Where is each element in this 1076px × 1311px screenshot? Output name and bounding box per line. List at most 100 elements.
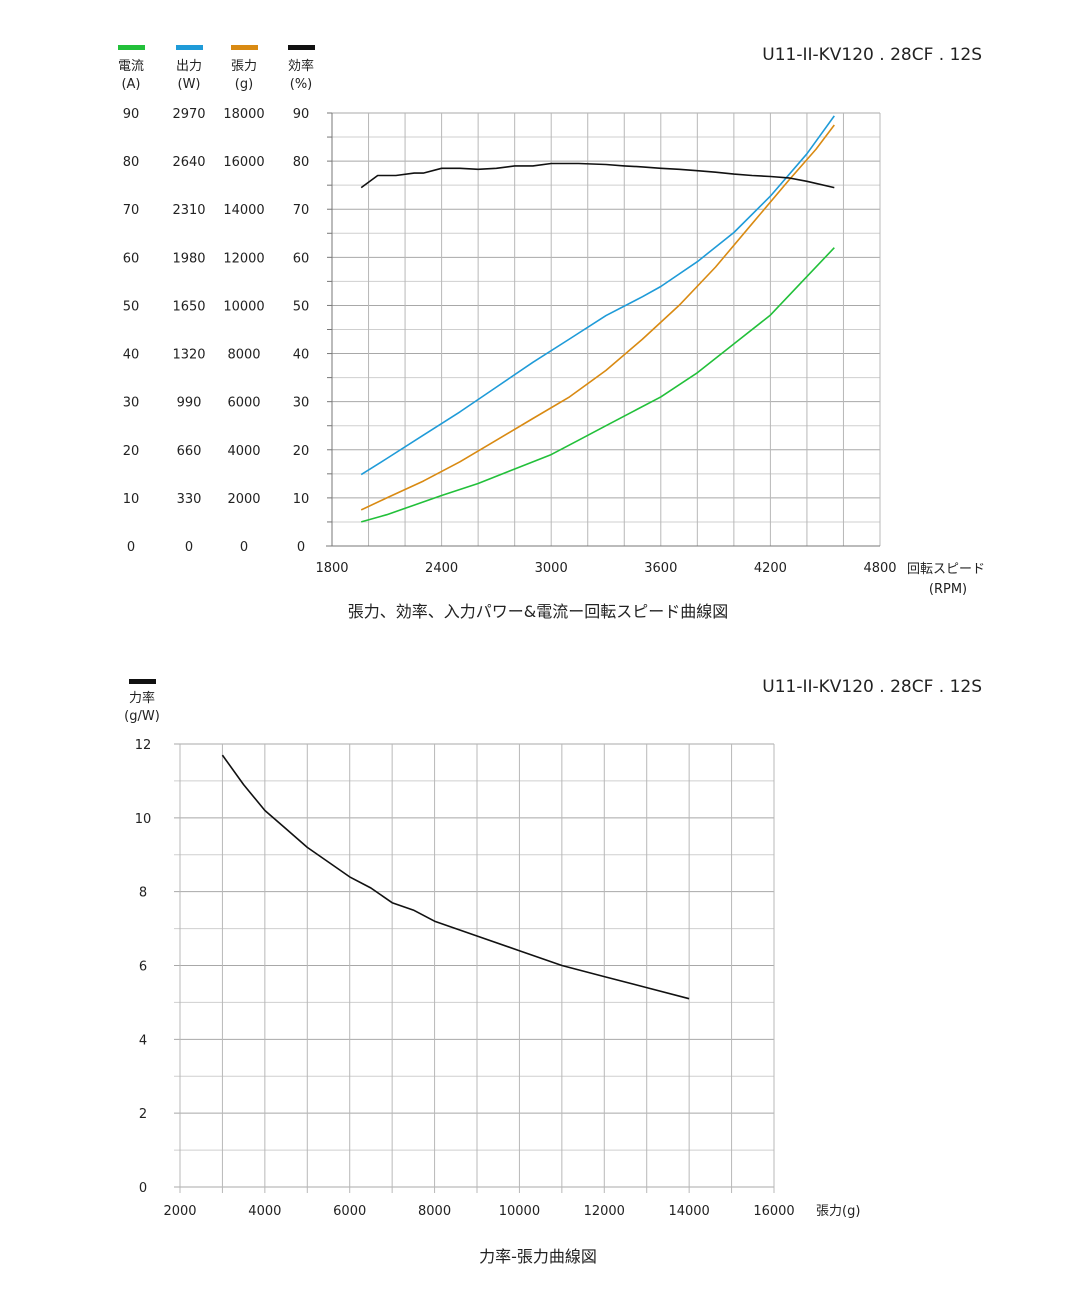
- chart2-title: 力率-張力曲線図: [479, 1247, 597, 1266]
- chart1-legend-name-thrust: 張力: [231, 59, 257, 74]
- chart1-legend-name-efficiency: 効率: [288, 58, 314, 74]
- chart2-x-tick-label: 6000: [333, 1204, 366, 1219]
- chart1-y-tick-label: 990: [177, 396, 202, 411]
- chart1-y-tick-label: 330: [177, 492, 202, 507]
- chart1-legend-name-power: 出力: [176, 59, 202, 74]
- chart1-y-tick-label: 12000: [223, 251, 264, 266]
- chart1-x-tick-label: 1800: [315, 561, 348, 576]
- chart1-y-tick-label: 2970: [172, 107, 205, 122]
- chart1-y-tick-label: 660: [177, 444, 202, 459]
- chart1-y-tick-label: 50: [293, 299, 310, 314]
- rpm-performance-chart: U11-II-KV120 . 28CF . 12S 電流 (A) 出力 (W) 張力 (g…: [118, 45, 985, 621]
- chart2-series-line: [221, 754, 690, 1000]
- chart2-y-tick-label: 10: [135, 812, 152, 827]
- chart1-series-line-thrust: [360, 124, 835, 511]
- thrust-efficiency-chart: U11-II-KV120 . 28CF . 12S 力率 (g/W) 0 2 4 6 8…: [124, 677, 982, 1266]
- chart1-y-tick-label: 6000: [227, 396, 260, 411]
- chart1-x-tick-label: 4200: [754, 561, 787, 576]
- chart1-grid: [326, 112, 881, 547]
- chart2-y-tick-label: 2: [139, 1107, 147, 1122]
- chart2-x-tick-label: 4000: [248, 1204, 281, 1219]
- chart1-y-tick-label: 40: [123, 348, 140, 363]
- chart1-y-tick-label: 10000: [223, 299, 264, 314]
- chart1-y-tick-label: 1320: [172, 348, 205, 363]
- chart2-x-tick-label: 2000: [163, 1204, 196, 1219]
- chart1-x-tick-label: 2400: [425, 561, 458, 576]
- chart1-y-tick-label: 20: [123, 444, 140, 459]
- chart2-x-tick-label: 8000: [418, 1204, 451, 1219]
- chart1-y-tick-label: 70: [293, 203, 310, 218]
- chart1-y-tick-label: 2640: [172, 155, 205, 170]
- chart2-x-tick-label: 12000: [584, 1204, 625, 1219]
- chart1-y-tick-label: 0: [185, 540, 193, 555]
- chart1-legend-unit-current: (A): [121, 77, 140, 92]
- chart1-series: [360, 115, 835, 523]
- chart1-y-tick-label: 2000: [227, 492, 260, 507]
- chart1-x-tick-label: 3000: [535, 561, 568, 576]
- chart2-legend-swatch: [129, 679, 156, 684]
- chart1-y-tick-label: 18000: [223, 107, 264, 122]
- chart2-y-tick-label: 4: [139, 1033, 147, 1048]
- chart1-y-tick-label: 50: [123, 299, 140, 314]
- chart1-y-tick-label: 2310: [172, 203, 205, 218]
- chart2-x-axis-label: 張力(g): [816, 1204, 860, 1219]
- chart1-x-tick-label: 3600: [644, 561, 677, 576]
- chart1-x-tick-label: 4800: [863, 561, 896, 576]
- chart1-x-axis-unit: (RPM): [929, 582, 967, 597]
- chart1-y-tick-label: 0: [240, 540, 248, 555]
- chart1-model-label: U11-II-KV120 . 28CF . 12S: [762, 45, 982, 65]
- chart2-x-tick-label: 16000: [753, 1204, 794, 1219]
- chart1-y-tick-label: 10: [123, 492, 140, 507]
- chart1-legend-swatch-thrust: [231, 45, 258, 50]
- chart1-y-tick-label: 90: [293, 107, 310, 122]
- chart2-y-axis-label: 力率: [129, 690, 155, 706]
- chart1-y-tick-label: 4000: [227, 444, 260, 459]
- chart1-y-tick-label: 16000: [223, 155, 264, 170]
- chart1-y-tick-label: 20: [293, 444, 310, 459]
- chart1-series-line-efficiency: [360, 162, 835, 189]
- chart1-series-line-power: [360, 115, 835, 476]
- chart1-y-tick-label: 40: [293, 348, 310, 363]
- chart1-y-tick-label: 0: [297, 540, 305, 555]
- chart1-y-tick-label: 1650: [172, 299, 205, 314]
- chart1-x-axis-label: 回転スピード: [907, 562, 985, 577]
- chart1-y-tick-label: 8000: [227, 348, 260, 363]
- chart2-x-tick-label: 14000: [668, 1204, 709, 1219]
- chart1-y-tick-labels: 0 10 20 30 40 50 60 70 80 90 0 330 660 990 1320 1650 198…: [123, 107, 310, 555]
- chart1-y-tick-label: 10: [293, 492, 310, 507]
- chart2-y-tick-label: 6: [139, 960, 147, 975]
- chart1-y-tick-label: 80: [123, 155, 140, 170]
- chart1-title: 張力、効率、入力パワー&電流ー回転スピード曲線図: [348, 602, 728, 621]
- chart1-y-tick-label: 14000: [223, 203, 264, 218]
- chart1-legend-unit-efficiency: (%): [290, 77, 313, 92]
- chart1-y-tick-label: 30: [293, 396, 310, 411]
- chart1-legend-unit-power: (W): [178, 77, 201, 92]
- chart1-y-tick-label: 1980: [172, 251, 205, 266]
- chart2-series: [221, 754, 690, 1000]
- chart2-y-tick-label: 8: [139, 886, 147, 901]
- chart1-y-tick-label: 80: [293, 155, 310, 170]
- chart1-legend-name-current: 電流: [118, 59, 144, 74]
- chart2-y-tick-label: 0: [139, 1181, 147, 1196]
- chart1-series-line-current: [360, 247, 835, 523]
- chart2-y-tick-labels: 0 2 4 6 8 10 12: [135, 738, 152, 1196]
- chart1-legend-unit-thrust: (g): [235, 77, 253, 92]
- chart2-model-label: U11-II-KV120 . 28CF . 12S: [762, 677, 982, 697]
- chart1-legend-swatch-efficiency: [288, 45, 315, 50]
- chart1-y-tick-label: 60: [293, 251, 310, 266]
- chart1-legend-swatch-power: [176, 45, 203, 50]
- chart2-x-tick-label: 10000: [499, 1204, 540, 1219]
- chart1-y-tick-label: 90: [123, 107, 140, 122]
- chart1-x-tick-labels: 1800 2400 3000 3600 4200 4800: [315, 561, 896, 576]
- chart2-grid: [174, 743, 775, 1193]
- chart1-y-tick-label: 70: [123, 203, 140, 218]
- chart1-y-tick-label: 60: [123, 251, 140, 266]
- chart2-y-axis-unit: (g/W): [124, 709, 160, 724]
- chart2-y-tick-label: 12: [135, 738, 152, 753]
- chart2-x-tick-labels: 2000 4000 6000 8000 10000 12000 14000 16000: [163, 1204, 794, 1219]
- chart1-y-tick-label: 0: [127, 540, 135, 555]
- chart1-y-tick-label: 30: [123, 396, 140, 411]
- chart1-legend-swatch-current: [118, 45, 145, 50]
- chart1-legend: 電流 (A) 出力 (W) 張力 (g) 効率 (%): [118, 45, 315, 92]
